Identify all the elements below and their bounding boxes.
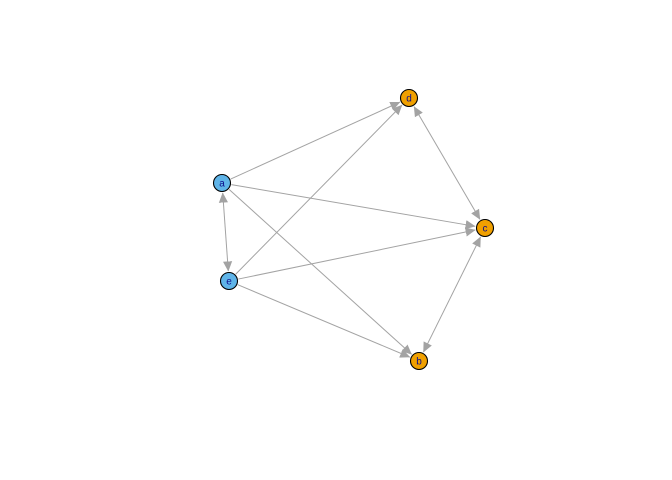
svg-text:e: e: [226, 277, 232, 288]
svg-text:b: b: [416, 357, 422, 368]
svg-text:d: d: [406, 94, 412, 105]
svg-text:c: c: [483, 224, 488, 235]
svg-text:a: a: [219, 179, 225, 190]
